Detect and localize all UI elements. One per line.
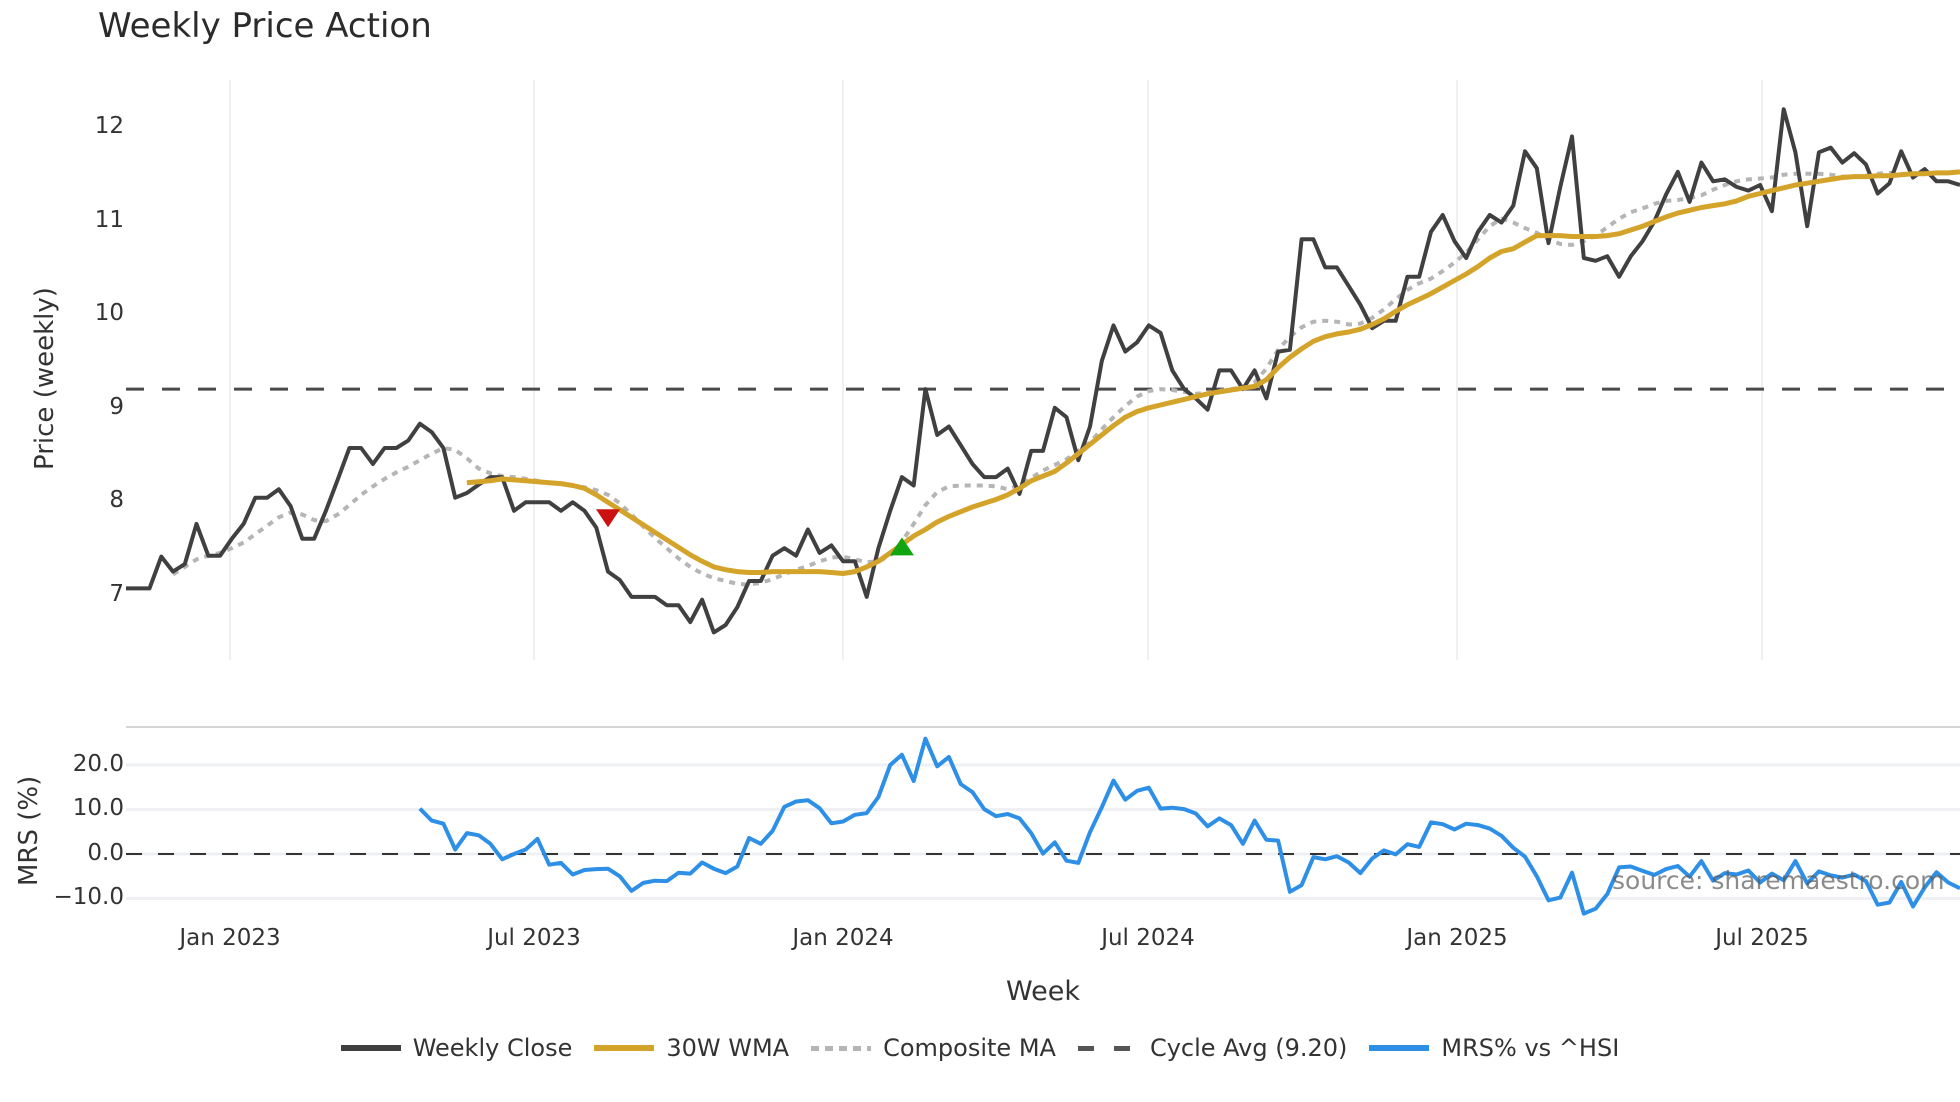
y-tick: 0.0 [87, 840, 124, 866]
dotted-line-swatch-icon [811, 1045, 872, 1051]
legend-label: Cycle Avg (9.20) [1149, 1034, 1348, 1062]
legend-item-composite-ma[interactable]: Composite MA [811, 1034, 1056, 1062]
wma-line [466, 169, 1960, 576]
y-tick: 9 [109, 394, 124, 420]
legend-item-30w-wma[interactable]: 30W WMA [594, 1034, 789, 1062]
chart-title: Weekly Price Action [98, 6, 432, 46]
solid-line-swatch-icon [1369, 1045, 1430, 1051]
legend-label: 30W WMA [666, 1034, 790, 1062]
y-tick: 11 [94, 207, 124, 233]
legend-label: Weekly Close [412, 1034, 573, 1062]
legend-item-weekly-close[interactable]: Weekly Close [340, 1034, 573, 1062]
buy-signal-triangle-up-icon [889, 537, 914, 556]
y-tick: 7 [109, 581, 124, 607]
legend-label: MRS% vs ^HSI [1441, 1034, 1620, 1062]
solid-line-swatch-icon [340, 1045, 401, 1051]
solid-line-swatch-icon [594, 1045, 655, 1051]
mrs-line [418, 736, 1960, 916]
x-axis-title: Week [1006, 976, 1080, 1007]
composite-ma-line [171, 170, 1914, 587]
y-tick: 10.0 [72, 795, 124, 821]
source-watermark: source: sharemaestro.com [1612, 866, 1945, 895]
x-tick: Jan 2024 [792, 925, 894, 951]
x-tick: Jan 2023 [179, 925, 281, 951]
chart-plot-area [126, 80, 1960, 916]
x-tick: Jul 2023 [487, 925, 581, 951]
x-tick: Jul 2024 [1101, 925, 1195, 951]
y-tick: 12 [94, 113, 124, 139]
dashed-line-swatch-icon [1077, 1045, 1138, 1051]
x-tick: Jul 2025 [1715, 925, 1809, 951]
y-tick: 20.0 [72, 751, 124, 777]
legend-item-cycle-avg[interactable]: Cycle Avg (9.20) [1077, 1034, 1348, 1062]
legend: Weekly Close 30W WMA Composite MA Cycle … [0, 1034, 1960, 1062]
y-tick: 10 [94, 300, 124, 326]
x-tick: Jan 2025 [1406, 925, 1508, 951]
y-tick: −10.0 [53, 884, 124, 910]
sell-signal-triangle-down-icon [596, 509, 621, 528]
legend-item-mrs[interactable]: MRS% vs ^HSI [1369, 1034, 1619, 1062]
y-tick: 8 [109, 487, 124, 513]
weekly-close-line [126, 107, 1960, 635]
legend-label: Composite MA [883, 1034, 1056, 1062]
